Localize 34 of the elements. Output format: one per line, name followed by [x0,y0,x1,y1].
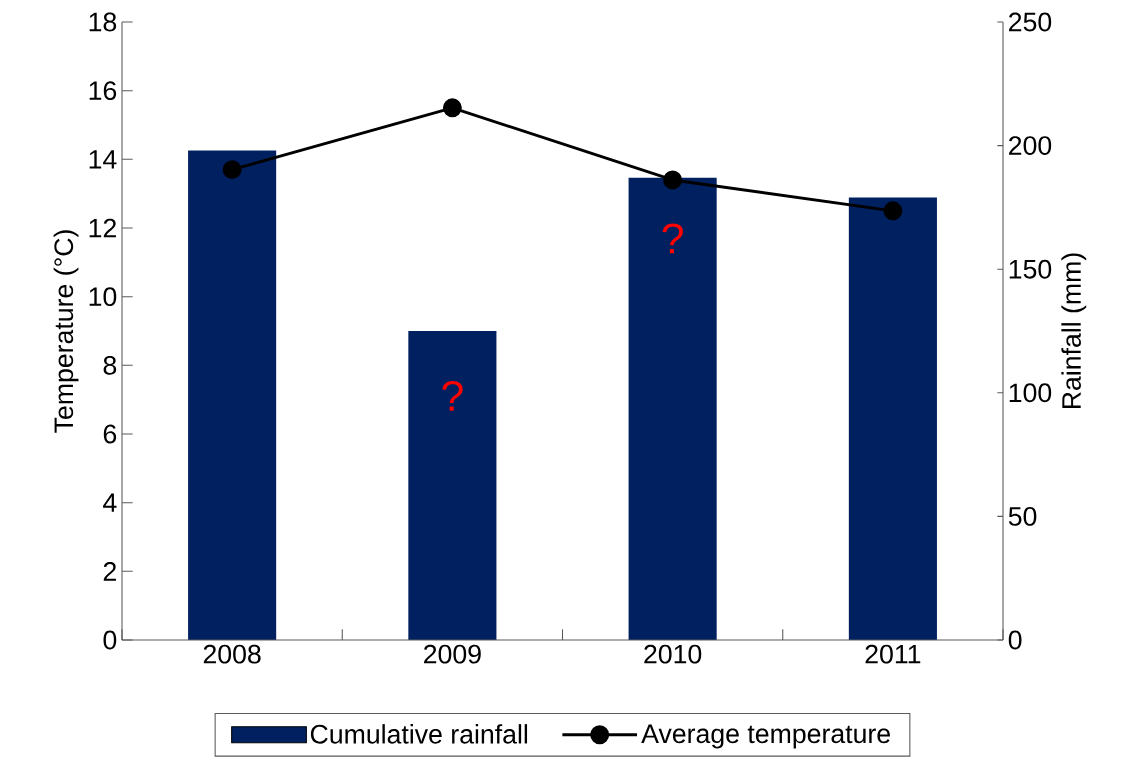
bar [188,150,277,640]
legend-label: Cumulative rainfall [310,724,528,744]
bar [628,177,717,640]
annotation: ? [442,381,463,411]
y-tick-label: 4 [103,493,117,512]
y2-tick-label: 100 [1009,383,1052,403]
x-tick-label: 2008 [203,644,261,664]
y-tick-label: 6 [103,424,117,444]
y-tick-label: 16 [89,81,117,101]
x-tick-label: 2010 [644,644,702,664]
y-tick-label: 14 [89,150,117,169]
y2-tick-label: 200 [1009,136,1052,156]
annotation: ? [662,223,683,254]
y2-tick-label: 50 [1008,506,1037,526]
legend-label: Average temperature [641,724,890,749]
x-tick-label: 2011 [865,644,921,664]
point [222,160,242,180]
point [442,98,462,118]
y-tick-label: 12 [89,218,116,238]
y-tick-label: 10 [89,287,117,307]
point [663,170,683,190]
bar [848,197,937,640]
y-axis-title: Temperature (°C) [53,230,79,433]
point [883,201,903,221]
y-tick-label: 2 [103,562,116,581]
y-tick-label: 18 [89,12,117,32]
y2-axis-title: Rainfall (mm) [1061,253,1087,409]
y2-tick-label: 0 [1008,630,1022,650]
y-tick-label: 8 [103,355,117,375]
x-tick-label: 2009 [424,644,481,664]
y2-tick-label: 150 [1009,259,1052,279]
bar [408,331,497,640]
y2-tick-label: 250 [1009,12,1052,32]
y-tick-label: 0 [103,630,117,650]
